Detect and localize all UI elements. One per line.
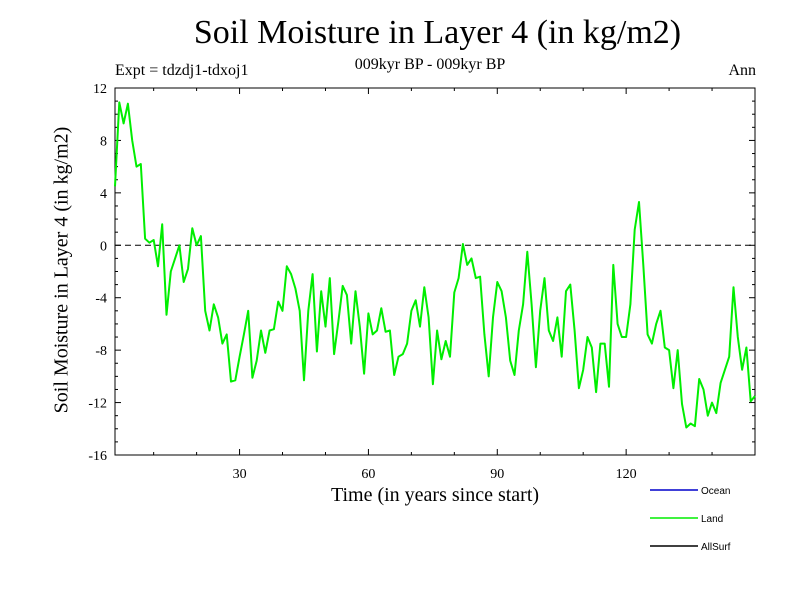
x-tick-label: 120 <box>616 467 637 482</box>
plot-frame <box>114 87 756 456</box>
x-tick-label: 60 <box>361 467 375 482</box>
y-tick-label: 4 <box>100 187 107 202</box>
series-line-land <box>114 101 756 429</box>
experiment-label: Expt = tdzdj1-tdxoj1 <box>115 62 249 79</box>
y-tick-label: -4 <box>95 292 107 307</box>
chart-title: Soil Moisture in Layer 4 (in kg/m2) <box>193 14 682 51</box>
y-tick-label: -12 <box>88 397 107 412</box>
x-tick-label: 30 <box>233 467 247 482</box>
y-tick-label: 12 <box>93 82 107 97</box>
legend-label: Land <box>701 514 723 525</box>
chart-subtitle: 009kyr BP - 009kyr BP <box>354 56 506 73</box>
y-tick-label: -8 <box>95 344 107 359</box>
x-axis-label: Time (in years since start) <box>330 484 540 506</box>
season-label: Ann <box>728 62 756 79</box>
y-tick-label: -16 <box>88 449 107 464</box>
y-tick-label: 0 <box>100 239 107 254</box>
legend-label: Ocean <box>701 486 730 497</box>
x-tick-label: 90 <box>490 467 504 482</box>
legend-label: AllSurf <box>701 542 731 553</box>
y-tick-label: 8 <box>100 134 107 149</box>
